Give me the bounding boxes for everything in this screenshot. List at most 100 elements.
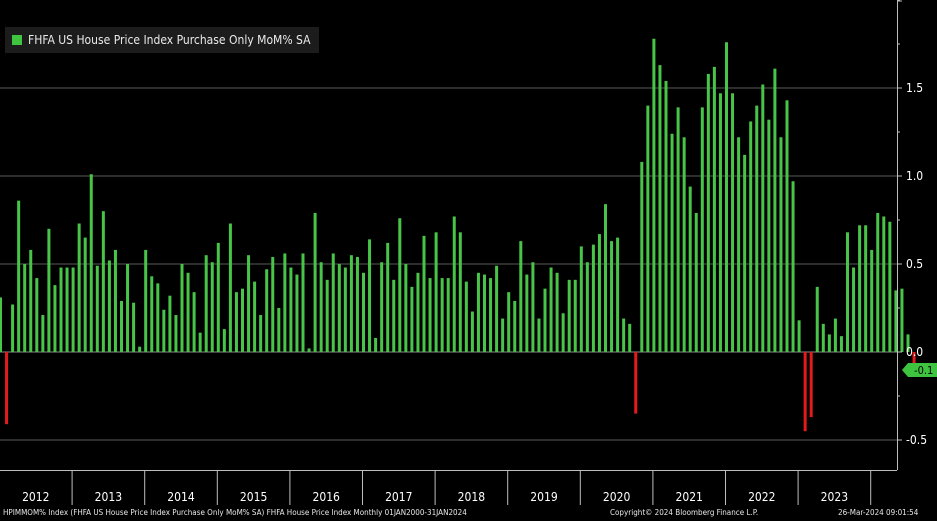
bar (295, 274, 299, 352)
last-value-label: -0.1 (914, 364, 933, 377)
bar (682, 137, 686, 352)
bar (259, 315, 263, 352)
bar (591, 244, 595, 352)
bar (59, 267, 63, 352)
x-tick-label: 2012 (22, 490, 49, 504)
bar (652, 38, 656, 352)
bar (83, 237, 87, 352)
bar (95, 265, 99, 352)
bar (313, 212, 317, 352)
bar (265, 269, 269, 352)
bar (743, 154, 747, 352)
bar (803, 352, 807, 432)
legend-swatch (12, 35, 22, 45)
bar (162, 309, 166, 352)
bar (0, 297, 2, 352)
bar (410, 286, 414, 352)
bar (501, 318, 505, 352)
bar (126, 264, 130, 352)
bar (694, 212, 698, 352)
legend: FHFA US House Price Index Purchase Only … (5, 27, 319, 53)
bar (47, 228, 51, 352)
x-tick-label: 2021 (675, 490, 702, 504)
bar (900, 288, 904, 352)
x-axis: 2012 2013 2014 2015 2016 2017 2018 2019 2020 2021… (0, 470, 897, 505)
bar (29, 249, 33, 352)
bar (113, 249, 117, 352)
bar (325, 279, 329, 352)
bar (452, 216, 456, 352)
bar (597, 234, 601, 352)
bar (380, 262, 384, 352)
bar (670, 133, 674, 352)
gridlines (0, 87, 897, 441)
bar (833, 318, 837, 352)
bar (446, 278, 450, 352)
x-tick-label: 2022 (748, 490, 775, 504)
bar (495, 265, 499, 352)
bar (368, 239, 372, 352)
bar (561, 313, 565, 352)
bar (525, 274, 529, 352)
bar (41, 315, 45, 352)
bar (839, 336, 843, 352)
last-value-marker: -0.1 (902, 363, 937, 377)
bar (767, 119, 771, 353)
bar (815, 286, 819, 352)
x-tick-label: 2023 (821, 490, 848, 504)
bar (821, 323, 825, 352)
bar (349, 255, 353, 352)
bar (579, 246, 583, 352)
x-tick-label: 2017 (385, 490, 412, 504)
bar (362, 272, 365, 352)
bar (858, 225, 862, 352)
bar (567, 279, 571, 352)
bar (519, 241, 523, 352)
bar (416, 272, 420, 352)
bar (876, 212, 880, 352)
bar (464, 281, 468, 352)
bar (470, 311, 474, 352)
bar (307, 348, 311, 352)
y-tick-label: 1.0 (906, 169, 923, 183)
bar (234, 292, 238, 352)
x-tick-label: 2019 (530, 490, 558, 504)
bar (513, 300, 517, 352)
bar (150, 276, 154, 352)
bar (204, 255, 208, 352)
footer-ticker-info: HPIMMOM% Index (FHFA US House Price Inde… (3, 508, 467, 517)
bar (65, 267, 69, 352)
bar (386, 242, 390, 352)
bar (755, 105, 759, 352)
bar (277, 308, 281, 352)
bar (616, 237, 620, 352)
bar (718, 93, 722, 352)
bar (737, 137, 741, 352)
bar-series (0, 38, 916, 432)
bar (210, 262, 214, 352)
bar (156, 283, 160, 352)
bar (422, 235, 426, 352)
bar (658, 65, 662, 353)
bar (120, 300, 123, 352)
x-tick-label: 2015 (240, 490, 267, 504)
bar (71, 267, 75, 352)
bar (634, 352, 638, 414)
bar (476, 272, 480, 352)
bar (646, 105, 650, 352)
bar (174, 315, 178, 352)
bar (283, 253, 287, 352)
bar (555, 272, 559, 352)
bar (785, 100, 789, 352)
bar (573, 279, 577, 352)
bar (712, 66, 716, 352)
bar (253, 281, 257, 352)
bar (507, 292, 511, 352)
legend-label: FHFA US House Price Index Purchase Only … (28, 33, 311, 47)
bar (301, 253, 305, 352)
bar (271, 256, 275, 352)
bar (289, 267, 293, 352)
bar (35, 278, 39, 352)
bar (428, 278, 432, 352)
y-tick-label: -0.5 (906, 433, 927, 447)
